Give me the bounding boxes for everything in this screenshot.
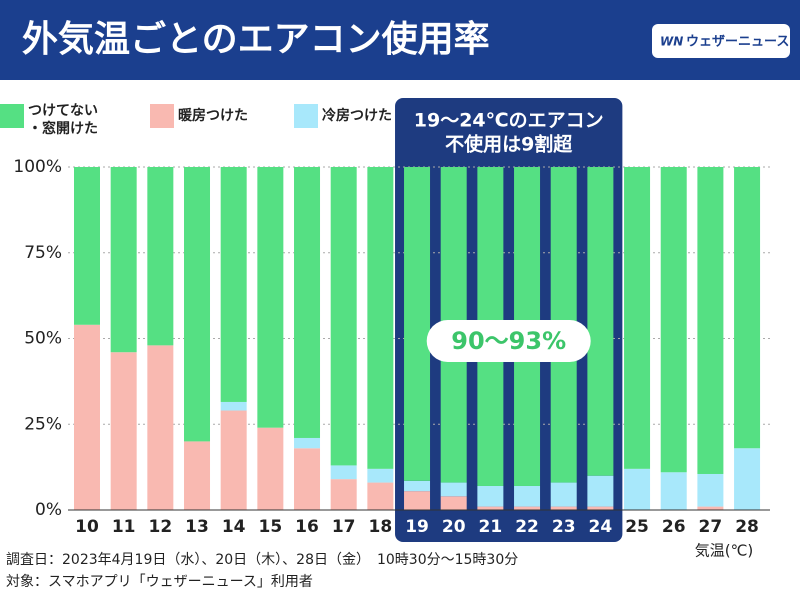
bar-segment xyxy=(257,427,284,510)
legend-label: 冷房つけた xyxy=(322,108,392,124)
legend-swatch xyxy=(294,104,318,128)
legend-swatch xyxy=(150,104,174,128)
y-tick-label: 75% xyxy=(24,243,62,263)
bar-segment xyxy=(367,468,394,483)
bar-segment xyxy=(734,167,761,449)
title: 外気温ごとのエアコン使用率 xyxy=(22,19,490,60)
bar-segment xyxy=(294,167,321,438)
bar-segment xyxy=(220,410,247,510)
bar-segment xyxy=(404,480,431,492)
bar-segment xyxy=(587,167,614,476)
y-tick-label: 100% xyxy=(13,157,62,177)
bar-segment xyxy=(74,167,100,325)
bar-segment xyxy=(367,167,394,469)
logo-box xyxy=(652,24,790,58)
y-tick-label: 25% xyxy=(24,414,62,434)
bar-segment xyxy=(184,167,211,442)
bar-segment xyxy=(147,345,174,510)
bar-segment xyxy=(330,479,357,510)
x-tick-label: 26 xyxy=(662,517,686,537)
callout: 90〜93% xyxy=(451,327,566,355)
highlight-text: 不使用は9割超 xyxy=(445,133,573,156)
bar-segment xyxy=(184,441,211,510)
bar-segment xyxy=(147,167,174,346)
bar-segment xyxy=(257,167,284,428)
x-tick-label: 25 xyxy=(625,517,649,537)
bar-segment xyxy=(330,465,357,480)
x-tick-label: 16 xyxy=(295,517,319,537)
logo-mark: WN xyxy=(660,35,683,49)
bar-segment xyxy=(110,352,137,510)
bar-segment xyxy=(697,473,724,507)
legend-label: つけてない・窓開けた xyxy=(28,103,98,137)
bar-segment xyxy=(624,468,651,510)
x-tick-label: 15 xyxy=(259,517,283,537)
x-tick-label: 11 xyxy=(112,517,136,537)
bar-segment xyxy=(477,506,504,510)
bar-segment xyxy=(440,496,467,510)
bar-segment xyxy=(734,448,761,510)
callout-box xyxy=(426,320,591,362)
bar-segment xyxy=(367,482,394,510)
x-tick-label: 27 xyxy=(699,517,723,537)
x-tick-label: 19 xyxy=(405,517,429,537)
bar-segment xyxy=(550,506,577,510)
x-tick-label: 12 xyxy=(149,517,173,537)
bar-segment xyxy=(220,401,247,411)
bar-segment xyxy=(587,506,614,510)
bar-segment xyxy=(220,167,247,402)
bar-segment xyxy=(624,167,651,469)
x-tick-label: 18 xyxy=(369,517,393,537)
bar-segment xyxy=(660,167,687,473)
bar-segment xyxy=(404,491,431,510)
x-tick-label: 17 xyxy=(332,517,356,537)
bar-segment xyxy=(697,167,724,474)
legend-swatch xyxy=(0,104,24,128)
bar-segment xyxy=(514,506,541,510)
bar-segment xyxy=(514,485,541,507)
bar-segment xyxy=(74,324,100,510)
y-tick-label: 0% xyxy=(35,500,62,520)
bar-segment xyxy=(404,167,431,481)
bar-segment xyxy=(440,482,467,497)
legend-label: 暖房つけた xyxy=(178,108,248,124)
x-tick-label: 21 xyxy=(479,517,503,537)
x-tick-label: 20 xyxy=(442,517,466,537)
x-tick-label: 13 xyxy=(185,517,209,537)
logo-text: ウェザーニュース xyxy=(686,35,789,50)
bar-segment xyxy=(697,506,724,510)
x-tick-label: 28 xyxy=(735,517,759,537)
bar-segment xyxy=(477,485,504,507)
bar-segment xyxy=(330,167,357,466)
x-tick-label: 24 xyxy=(589,517,613,537)
x-tick-label: 10 xyxy=(75,517,99,537)
note: 調査日：2023年4月19日（水）、20日（木）、28日（金） 10時30分〜1… xyxy=(6,552,518,568)
bar-segment xyxy=(110,167,137,353)
x-axis-label: 気温(℃) xyxy=(695,542,754,560)
highlight-text: 19〜24℃のエアコン xyxy=(414,110,604,132)
x-tick-label: 23 xyxy=(552,517,576,537)
y-tick-label: 50% xyxy=(24,329,62,349)
bar-segment xyxy=(550,482,577,507)
x-tick-label: 22 xyxy=(515,517,539,537)
bar-segment xyxy=(294,448,321,510)
bar-segment xyxy=(660,472,687,510)
x-tick-label: 14 xyxy=(222,517,246,537)
bar-segment xyxy=(294,437,321,449)
note: 対象：スマホアプリ「ウェザーニュース」利用者 xyxy=(6,574,313,590)
bar-segment xyxy=(587,475,614,507)
